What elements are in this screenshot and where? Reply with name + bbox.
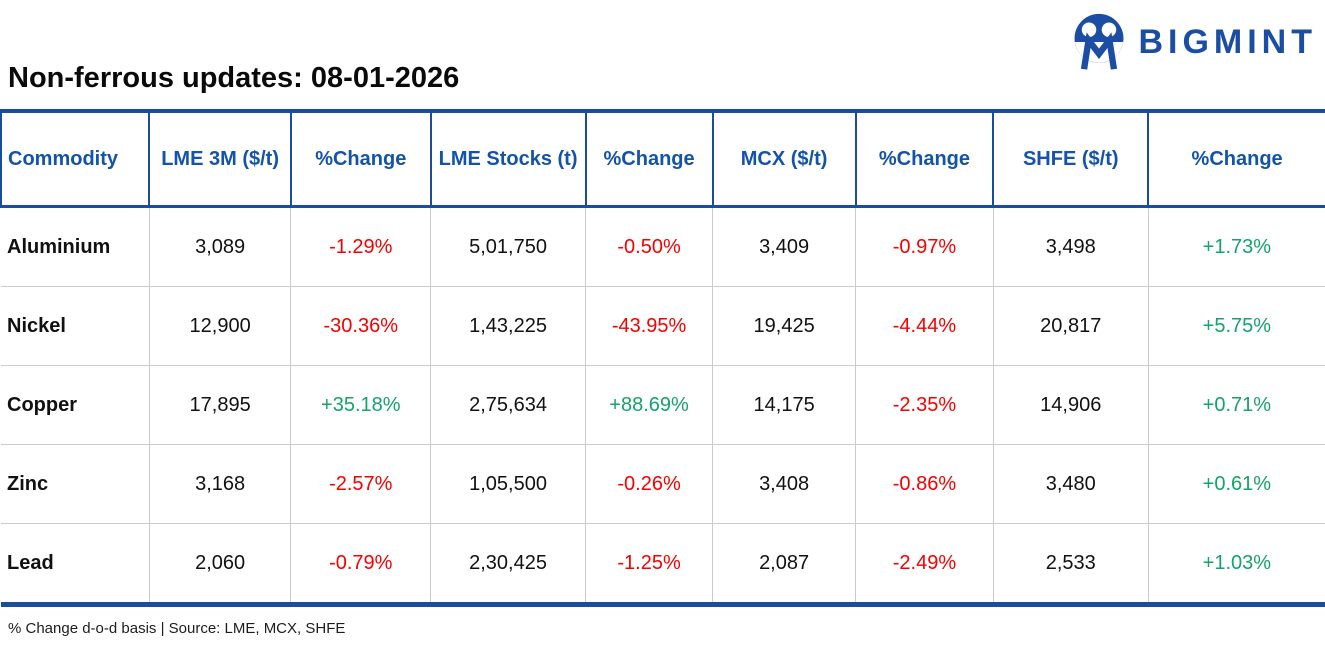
value-cell: 1,43,225 [430, 286, 587, 366]
value-cell: 14,175 [712, 365, 857, 445]
pct-change-cell: -1.29% [290, 206, 432, 287]
pct-change-cell: +1.03% [1148, 523, 1325, 605]
pct-change-cell: -0.50% [585, 206, 714, 287]
table-row-copper: Copper 17,895 +35.18% 2,75,634 +88.69% 14,175… [1, 365, 1325, 445]
value-cell: 3,168 [149, 444, 292, 524]
commodity-name: Zinc [1, 444, 150, 524]
column-header-change-2: %Change [290, 111, 432, 208]
bigmint-people-m-icon [1074, 13, 1124, 70]
pct-change-cell: -30.36% [290, 286, 432, 366]
column-header-shfe-t-7: SHFE ($/t) [993, 111, 1150, 208]
pct-change-cell: -2.35% [855, 365, 994, 445]
column-header-commodity: Commodity [0, 111, 151, 208]
commodity-table: Commodity LME 3M ($/t) %Change LME Stocks (… [0, 109, 1325, 607]
pct-change-cell: -2.49% [855, 523, 994, 605]
column-header-lme-3m-t-1: LME 3M ($/t) [149, 111, 292, 208]
value-cell: 14,906 [993, 365, 1149, 445]
value-cell: 5,01,750 [430, 206, 587, 287]
pct-change-cell: -0.79% [290, 523, 432, 605]
value-cell: 2,75,634 [430, 365, 587, 445]
value-cell: 3,498 [993, 206, 1149, 287]
value-cell: 1,05,500 [430, 444, 587, 524]
brand-name: BIGMINT [1138, 23, 1317, 61]
pct-change-cell: -0.97% [855, 206, 994, 287]
table-row-nickel: Nickel 12,900 -30.36% 1,43,225 -43.95% 19,425… [1, 286, 1325, 366]
commodity-name: Aluminium [1, 206, 150, 287]
value-cell: 3,089 [149, 206, 292, 287]
value-cell: 17,895 [149, 365, 292, 445]
value-cell: 2,060 [149, 523, 292, 605]
pct-change-cell: +0.71% [1148, 365, 1325, 445]
footnote: % Change d-o-d basis | Source: LME, MCX,… [8, 620, 346, 637]
pct-change-cell: -0.26% [585, 444, 714, 524]
column-header-lme-stocks-t-3: LME Stocks (t) [430, 111, 587, 208]
value-cell: 20,817 [993, 286, 1149, 366]
value-cell: 3,408 [712, 444, 857, 524]
pct-change-cell: -43.95% [585, 286, 714, 366]
column-header-change-4: %Change [585, 111, 714, 208]
value-cell: 2,533 [993, 523, 1149, 605]
table-header-row: Commodity LME 3M ($/t) %Change LME Stocks (… [0, 111, 1325, 208]
pct-change-cell: +0.61% [1148, 444, 1325, 524]
pct-change-cell: -0.86% [855, 444, 994, 524]
value-cell: 19,425 [712, 286, 857, 366]
table-row-lead: Lead 2,060 -0.79% 2,30,425 -1.25% 2,087 -2.49%… [1, 523, 1325, 605]
brand-row: BIGMINT [0, 0, 1325, 70]
column-header-change-8: %Change [1148, 111, 1325, 208]
pct-change-cell: +5.75% [1148, 286, 1325, 366]
pct-change-cell: -4.44% [855, 286, 994, 366]
pct-change-cell: -1.25% [585, 523, 714, 605]
table-row-zinc: Zinc 3,168 -2.57% 1,05,500 -0.26% 3,408 -0.86%… [1, 444, 1325, 524]
pct-change-cell: -2.57% [290, 444, 432, 524]
page-title: Non-ferrous updates: 08-01-2026 [8, 62, 460, 94]
column-header-change-6: %Change [855, 111, 995, 208]
commodity-name: Nickel [1, 286, 150, 366]
value-cell: 2,087 [712, 523, 857, 605]
brand-logo: BIGMINT [1070, 10, 1317, 74]
value-cell: 12,900 [149, 286, 292, 366]
value-cell: 3,409 [712, 206, 857, 287]
commodity-name: Lead [1, 523, 150, 605]
pct-change-cell: +35.18% [290, 365, 432, 445]
pct-change-cell: +1.73% [1148, 206, 1325, 287]
table-row-aluminium: Aluminium 3,089 -1.29% 5,01,750 -0.50% 3,409-… [1, 206, 1325, 287]
commodity-name: Copper [1, 365, 150, 445]
value-cell: 2,30,425 [430, 523, 587, 605]
value-cell: 3,480 [993, 444, 1149, 524]
pct-change-cell: +88.69% [585, 365, 714, 445]
column-header-mcx-t-5: MCX ($/t) [712, 111, 857, 208]
